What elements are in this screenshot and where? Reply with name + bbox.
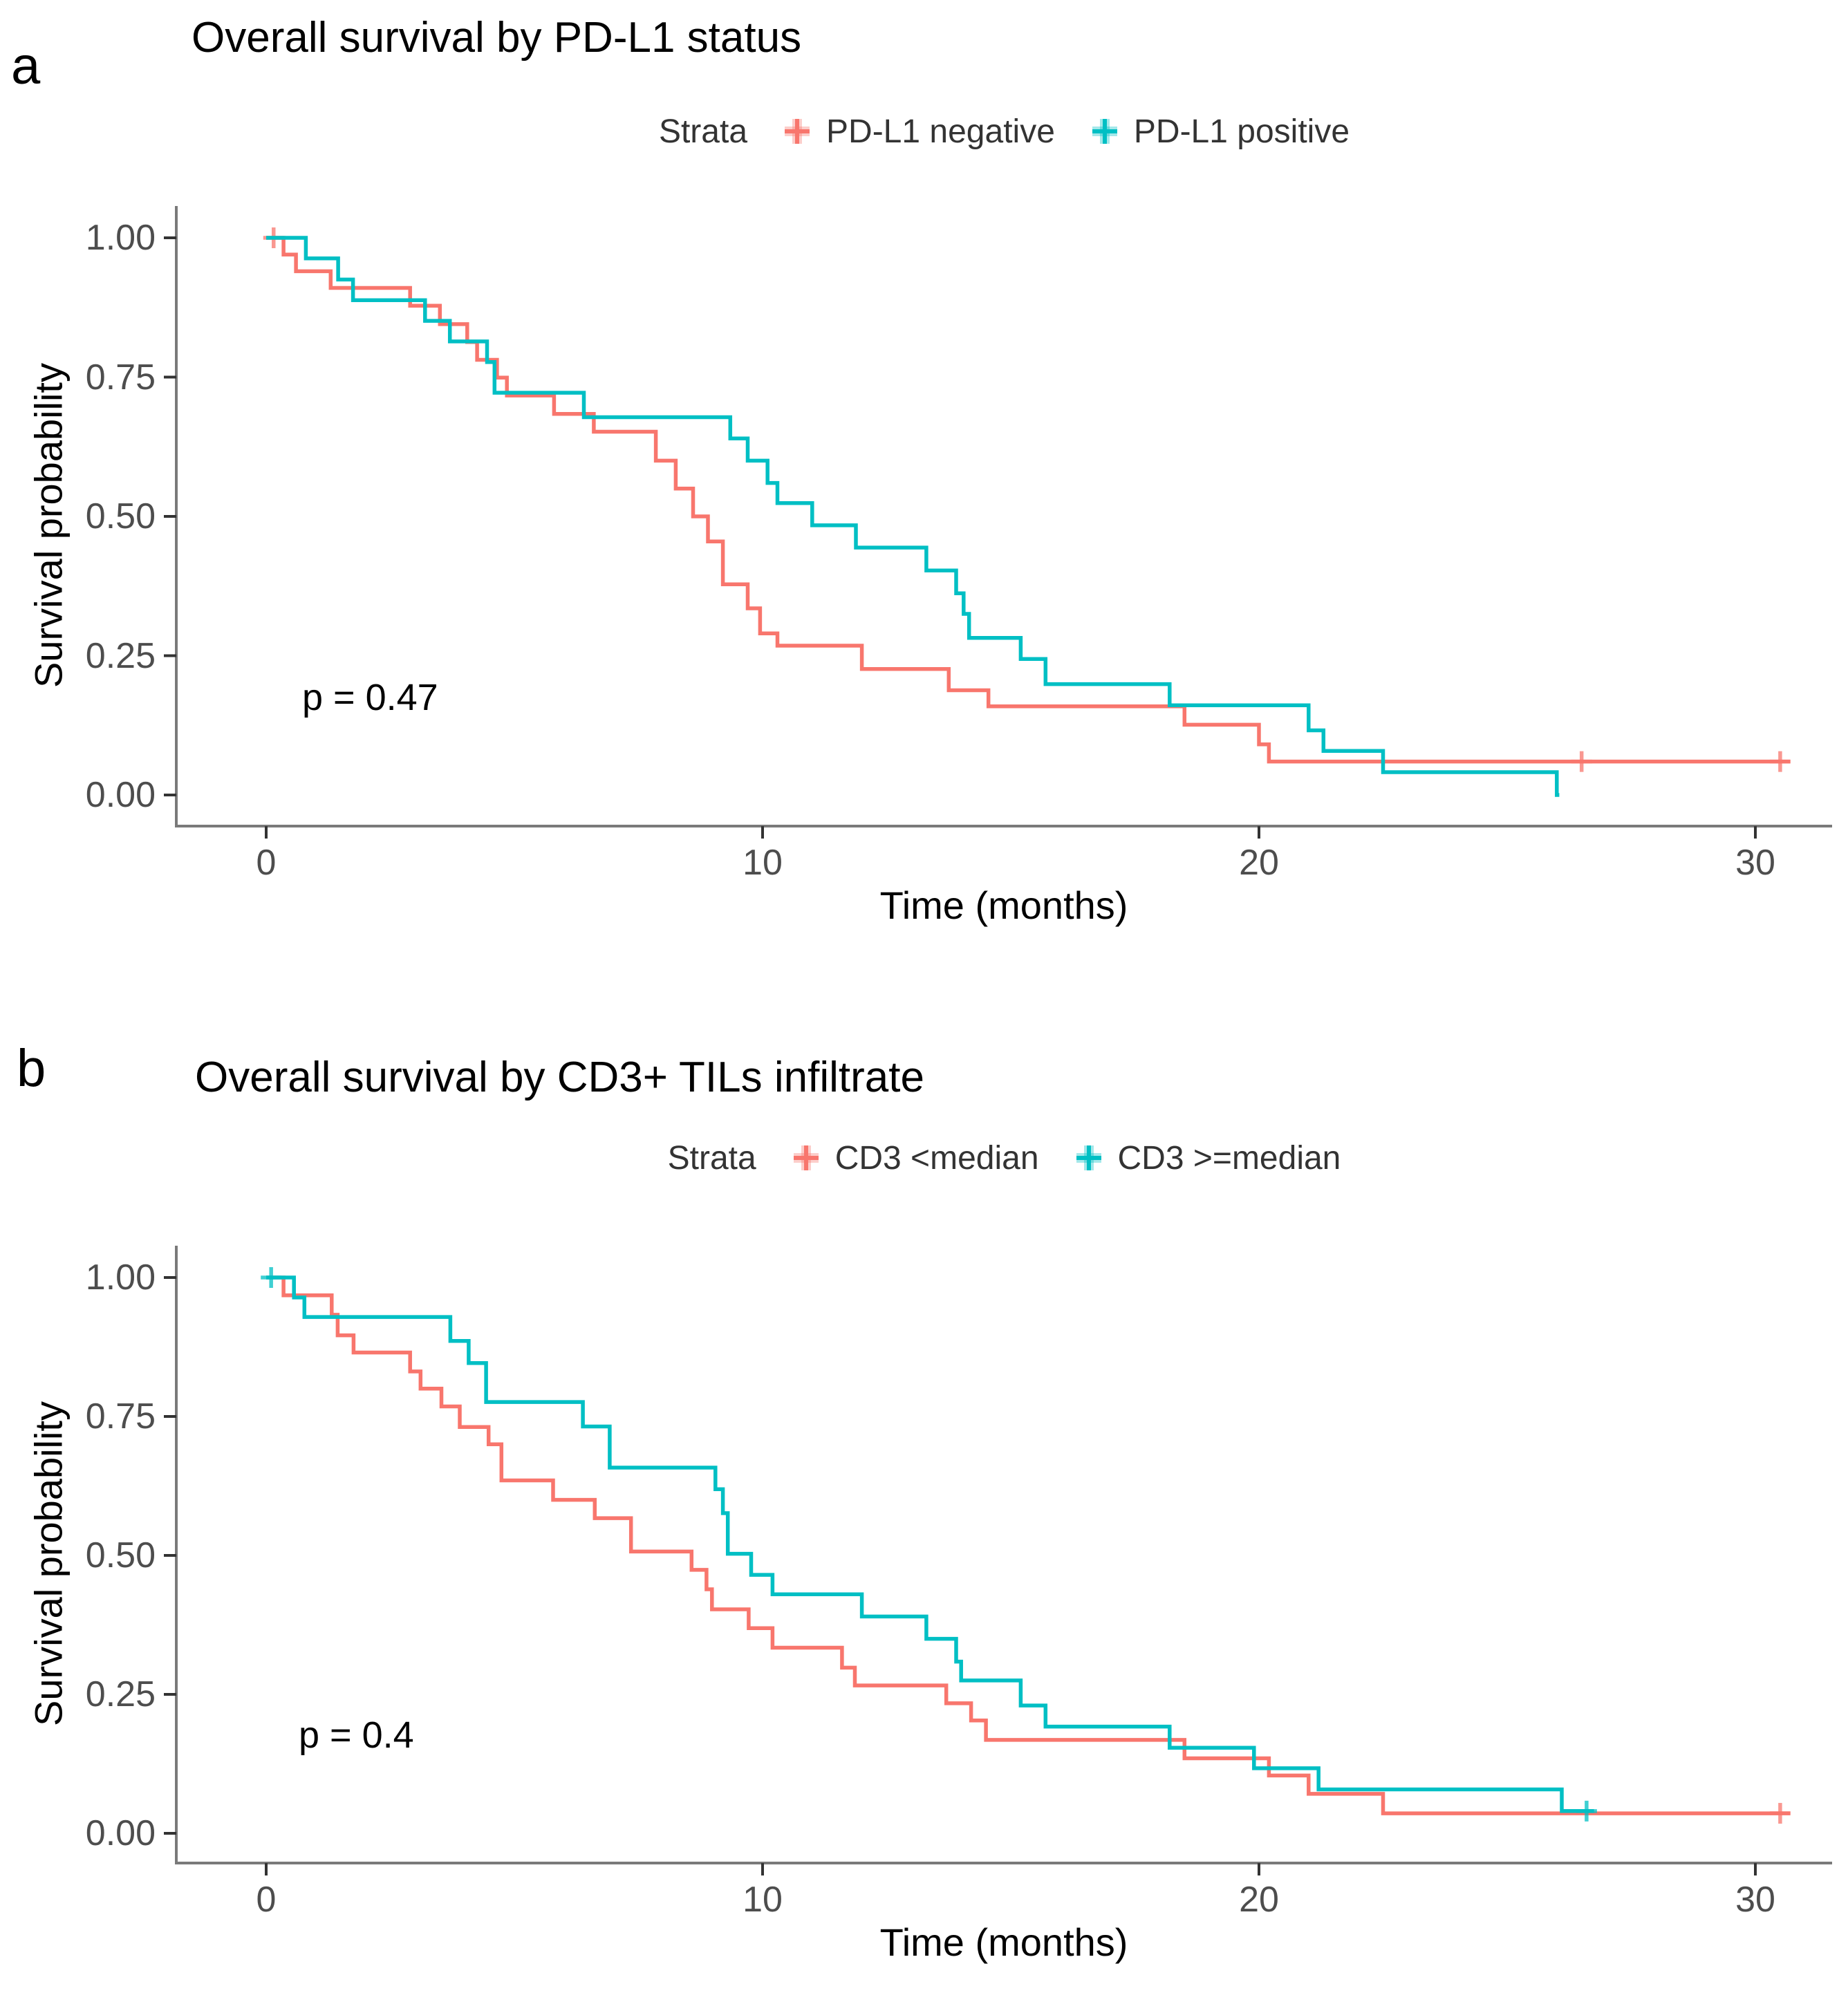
y-tick-label: 0.25	[85, 636, 156, 676]
y-tick-label: 0.75	[85, 357, 156, 397]
x-tick-label: 30	[1735, 843, 1775, 883]
x-tick-label: 0	[256, 843, 277, 883]
panel-b-title: Overall survival by CD3+ TILs infiltrate	[195, 1054, 924, 1101]
panel-b-legend: Strata CD3 <median CD3 >=median	[176, 1136, 1832, 1180]
x-tick-label: 30	[1735, 1880, 1775, 1920]
survival-curve	[266, 1275, 1791, 1815]
panel-b-letter: b	[17, 1039, 46, 1098]
panel-a-letter: a	[11, 37, 41, 95]
y-tick-label: 0.00	[85, 775, 156, 815]
x-tick-label: 10	[743, 843, 783, 883]
legend-label: CD3 <median	[834, 1139, 1039, 1177]
y-tick-label: 0.50	[85, 1535, 156, 1575]
survival-curve	[266, 236, 1560, 797]
y-tick-label: 0.50	[85, 496, 156, 536]
panel-b-pvalue: p = 0.4	[299, 1714, 414, 1756]
panel-a-legend: Strata PD-L1 negative PD-L1 positive	[176, 109, 1832, 153]
panel-a-pvalue: p = 0.47	[302, 677, 438, 718]
panel-b-x-axis-title: Time (months)	[879, 1920, 1128, 1964]
y-tick-label: 1.00	[85, 1257, 156, 1298]
panel-a-y-axis-title: Survival probability	[26, 363, 71, 688]
x-tick-label: 20	[1239, 843, 1279, 883]
legend-label: CD3 >=median	[1117, 1139, 1341, 1177]
x-tick-label: 0	[256, 1880, 277, 1920]
legend-title: Strata	[658, 113, 748, 150]
y-tick-label: 1.00	[85, 218, 156, 258]
censor-plus-icon	[1076, 1145, 1101, 1170]
y-tick-label: 0.75	[85, 1396, 156, 1437]
survival-curve	[266, 236, 1791, 764]
legend-title: Strata	[667, 1139, 756, 1177]
legend-label: PD-L1 positive	[1133, 113, 1350, 150]
y-tick-label: 0.25	[85, 1674, 156, 1714]
x-tick-label: 10	[743, 1880, 783, 1920]
panel-b-y-axis-title: Survival probability	[26, 1401, 71, 1726]
y-tick-label: 0.00	[85, 1813, 156, 1853]
censor-plus-icon	[1092, 119, 1117, 144]
panel-a-title: Overall survival by PD-L1 status	[192, 14, 802, 62]
legend-item-pdl1-positive: PD-L1 positive	[1085, 112, 1350, 151]
survival-curve	[266, 1275, 1594, 1813]
x-tick-label: 20	[1239, 1880, 1279, 1920]
legend-item-cd3-high: CD3 >=median	[1070, 1139, 1341, 1177]
panel-a-x-axis-title: Time (months)	[879, 883, 1128, 927]
censor-plus-icon	[793, 1145, 819, 1170]
censor-plus-icon	[785, 119, 810, 144]
legend-item-cd3-low: CD3 <median	[787, 1139, 1039, 1177]
legend-item-pdl1-negative: PD-L1 negative	[778, 112, 1055, 151]
legend-label: PD-L1 negative	[826, 113, 1055, 150]
